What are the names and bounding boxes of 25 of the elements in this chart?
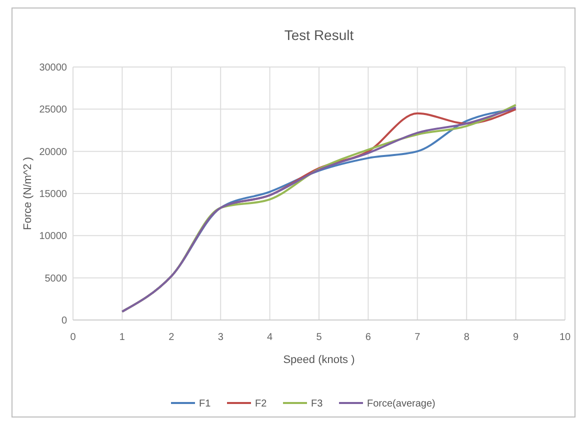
x-tick-label: 4 (267, 332, 274, 343)
x-tick-label: 6 (365, 332, 372, 343)
x-axis-title: Speed (knots ) (283, 354, 355, 366)
legend-label: F3 (311, 398, 324, 410)
legend-label: F1 (199, 398, 212, 410)
chart-title: Test Result (284, 27, 354, 43)
y-tick-label: 30000 (39, 62, 68, 74)
y-tick-label: 5000 (44, 273, 68, 284)
x-tick-label: 2 (168, 332, 175, 343)
x-tick-label: 1 (119, 332, 126, 343)
legend-label: F2 (255, 398, 268, 410)
y-tick-label: 20000 (39, 146, 68, 158)
y-tick-label: 15000 (39, 189, 68, 200)
x-tick-label: 7 (414, 332, 421, 343)
x-tick-label: 3 (218, 332, 224, 343)
x-tick-label: 0 (70, 332, 76, 343)
x-tick-label: 5 (316, 332, 322, 343)
x-tick-label: 9 (513, 332, 520, 343)
y-tick-label: 25000 (39, 104, 68, 116)
x-tick-label: 8 (464, 332, 470, 343)
y-tick-label: 0 (61, 316, 68, 326)
x-tick-label: 10 (559, 332, 571, 343)
y-axis-title: Force (N/m^2 ) (22, 157, 34, 230)
y-tick-label: 10000 (39, 231, 68, 242)
legend-label: Force(average) (367, 398, 436, 410)
